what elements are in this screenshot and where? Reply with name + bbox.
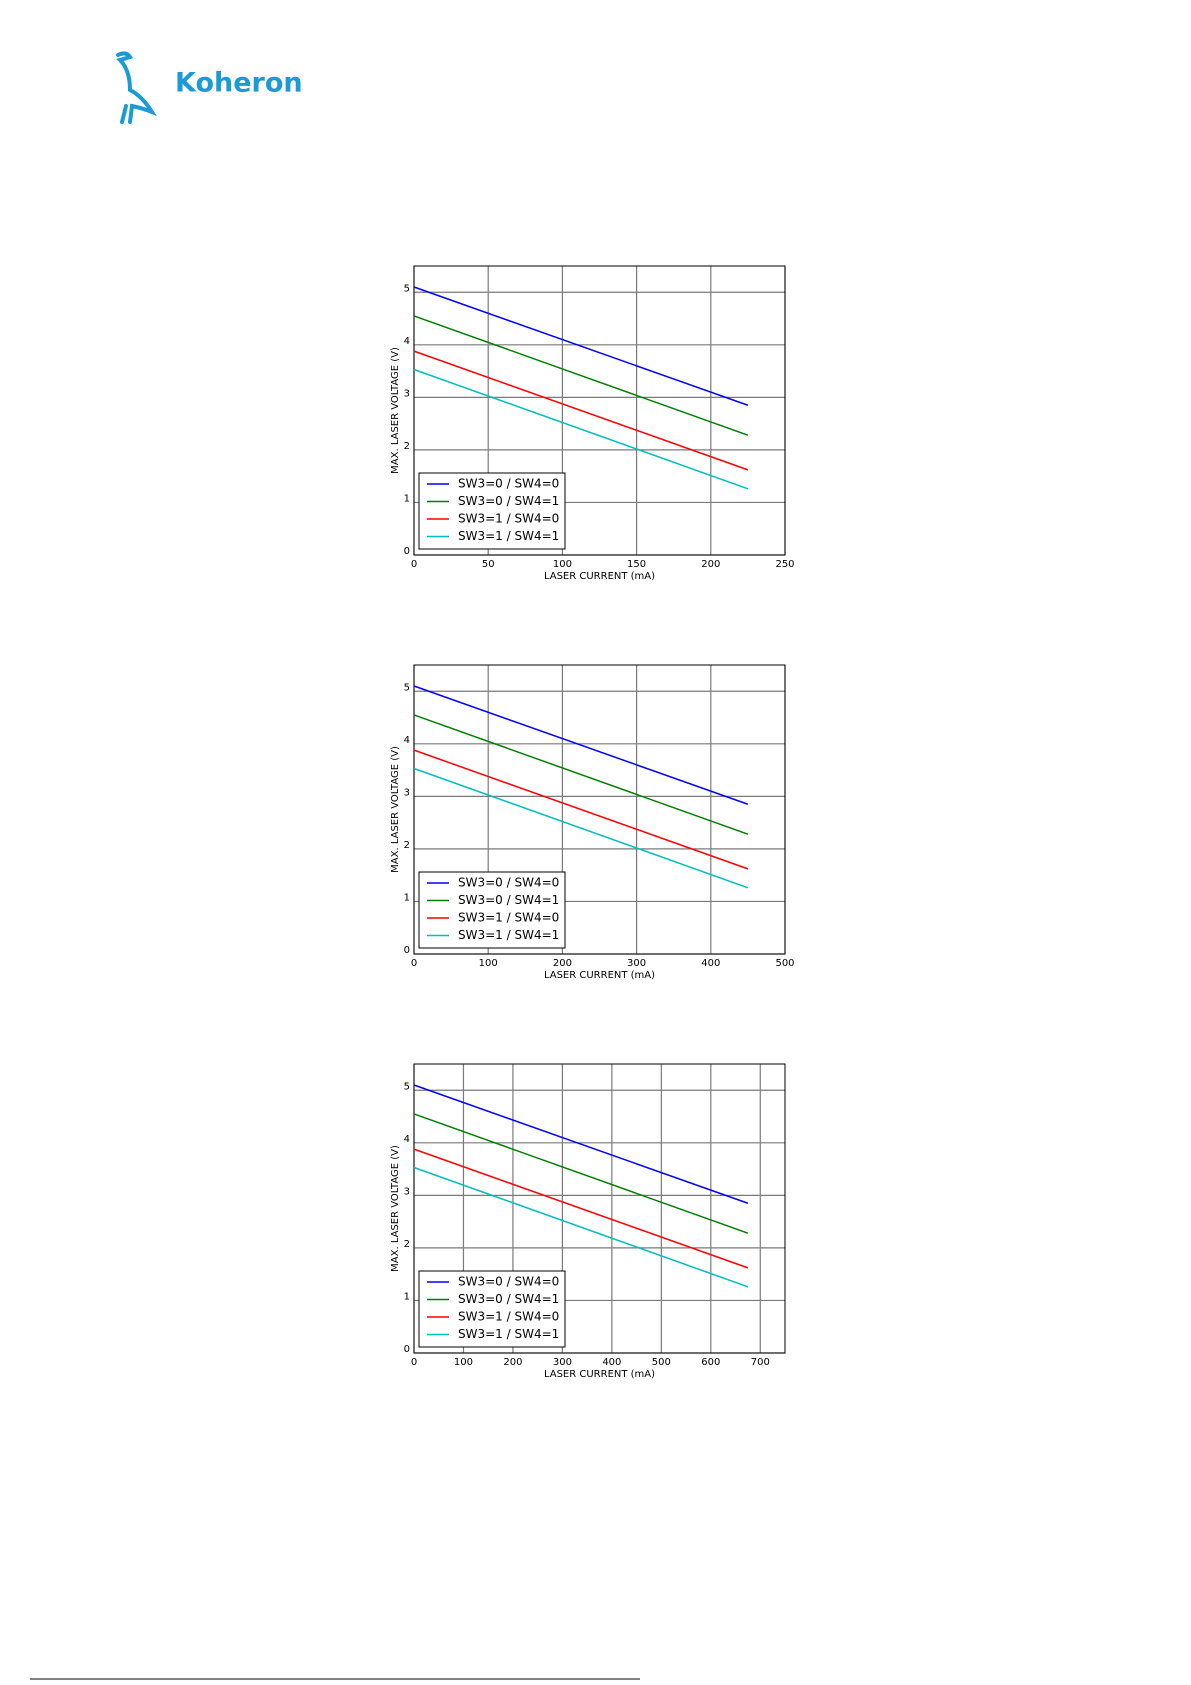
y-tick-label: 3 bbox=[404, 388, 410, 399]
y-tick-label: 2 bbox=[404, 1239, 410, 1250]
logo-bird bbox=[116, 51, 157, 124]
series-line bbox=[413, 315, 749, 436]
x-tick-label: 500 bbox=[652, 1357, 671, 1368]
y-tick-label: 5 bbox=[404, 1081, 410, 1092]
y-tick-label: 0 bbox=[404, 945, 410, 956]
brand: Koheron bbox=[175, 68, 303, 99]
y-axis-label: MAX. LASER VOLTAGE (V) bbox=[390, 1145, 401, 1272]
legend-label: SW3=0 / SW4=1 bbox=[458, 893, 559, 907]
legend: SW3=0 / SW4=0 SW3=0 / SW4=1 SW3=1 / SW4=0 S… bbox=[418, 472, 566, 550]
y-tick-label: 4 bbox=[404, 336, 410, 347]
y-tick-label: 5 bbox=[404, 283, 410, 294]
y-tick-label: 2 bbox=[404, 840, 410, 851]
legend: SW3=0 / SW4=0 SW3=0 / SW4=1 SW3=1 / SW4=0 S… bbox=[418, 871, 566, 949]
legend-label: SW3=0 / SW4=0 bbox=[458, 1275, 559, 1289]
series-line bbox=[413, 1166, 749, 1288]
y-tick-label: 0 bbox=[404, 1344, 410, 1355]
x-tick-label: 400 bbox=[701, 958, 720, 969]
y-tick-label: 1 bbox=[404, 1291, 410, 1302]
x-tick-label: 0 bbox=[411, 958, 417, 969]
y-tick-label: 3 bbox=[404, 1186, 410, 1197]
x-tick-label: 700 bbox=[751, 1357, 770, 1368]
x-tick-label: 200 bbox=[553, 958, 572, 969]
x-tick-label: 0 bbox=[411, 1357, 417, 1368]
y-axis-label: MAX. LASER VOLTAGE (V) bbox=[390, 746, 401, 873]
legend-label: SW3=1 / SW4=1 bbox=[458, 529, 559, 543]
x-axis-label: LASER CURRENT (mA) bbox=[544, 571, 655, 582]
x-tick-label: 400 bbox=[602, 1357, 621, 1368]
x-tick-label: 500 bbox=[775, 958, 794, 969]
legend: SW3=0 / SW4=0 SW3=0 / SW4=1 SW3=1 / SW4=0 S… bbox=[418, 1270, 566, 1348]
y-axis-label: MAX. LASER VOLTAGE (V) bbox=[390, 347, 401, 474]
x-tick-label: 50 bbox=[482, 559, 495, 570]
x-tick-label: 100 bbox=[454, 1357, 473, 1368]
plot-frame bbox=[413, 1063, 786, 1354]
series-line bbox=[413, 286, 749, 406]
x-tick-label: 250 bbox=[775, 559, 794, 570]
legend-label: SW3=0 / SW4=1 bbox=[458, 1292, 559, 1306]
legend-label: SW3=0 / SW4=1 bbox=[458, 494, 559, 508]
y-tick-label: 0 bbox=[404, 546, 410, 557]
x-tick-label: 300 bbox=[627, 958, 646, 969]
legend-label: SW3=1 / SW4=0 bbox=[458, 911, 559, 925]
series-line bbox=[413, 767, 749, 889]
legend-label: SW3=1 / SW4=0 bbox=[458, 1310, 559, 1324]
y-tick-label: 4 bbox=[404, 1134, 410, 1145]
plot-frame bbox=[413, 265, 786, 556]
y-tick-label: 3 bbox=[404, 787, 410, 798]
legend-label: SW3=1 / SW4=0 bbox=[458, 512, 559, 526]
x-tick-label: 600 bbox=[701, 1357, 720, 1368]
series-line bbox=[413, 714, 749, 835]
series-line bbox=[413, 1084, 749, 1204]
chart: 0 50 100 150 200 250 0 1 2 3 4 5 LASER CURRENT (mA) M… bbox=[390, 265, 795, 582]
x-tick-label: 100 bbox=[553, 559, 572, 570]
x-tick-label: 200 bbox=[503, 1357, 522, 1368]
chart: 0 100 200 300 400 500 600 700 0 1 2 3 4 5 LASER CURREN… bbox=[390, 1063, 786, 1380]
legend-label: SW3=0 / SW4=0 bbox=[458, 876, 559, 890]
plot-frame bbox=[413, 664, 786, 955]
y-tick-label: 1 bbox=[404, 493, 410, 504]
series-line bbox=[413, 368, 749, 490]
x-tick-label: 300 bbox=[553, 1357, 572, 1368]
x-tick-label: 150 bbox=[627, 559, 646, 570]
x-tick-label: 100 bbox=[479, 958, 498, 969]
y-tick-label: 4 bbox=[404, 735, 410, 746]
x-axis-label: LASER CURRENT (mA) bbox=[544, 970, 655, 981]
x-axis-label: LASER CURRENT (mA) bbox=[544, 1369, 655, 1380]
chart: 0 100 200 300 400 500 0 1 2 3 4 5 LASER CURRENT (mA)… bbox=[390, 664, 795, 981]
series-line bbox=[413, 350, 749, 471]
y-tick-label: 5 bbox=[404, 682, 410, 693]
legend-label: SW3=0 / SW4=0 bbox=[458, 477, 559, 491]
legend-label: SW3=1 / SW4=1 bbox=[458, 928, 559, 942]
y-tick-label: 2 bbox=[404, 441, 410, 452]
logo: Koheron bbox=[116, 51, 303, 124]
legend-label: SW3=1 / SW4=1 bbox=[458, 1327, 559, 1341]
series-line bbox=[413, 749, 749, 870]
x-tick-label: 0 bbox=[411, 559, 417, 570]
series-line bbox=[413, 1113, 749, 1234]
series-line bbox=[413, 1148, 749, 1269]
y-tick-label: 1 bbox=[404, 892, 410, 903]
series-line bbox=[413, 685, 749, 805]
x-tick-label: 200 bbox=[701, 559, 720, 570]
